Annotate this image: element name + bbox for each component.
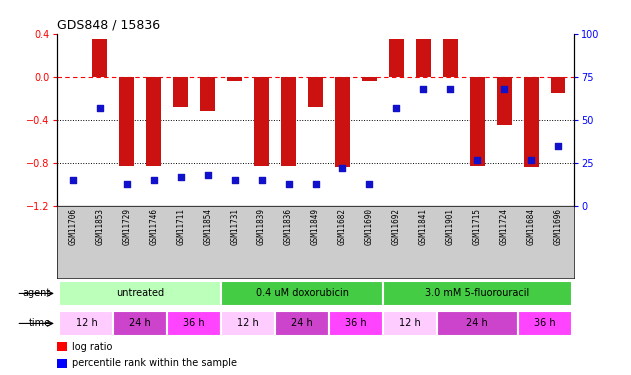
Text: GSM11854: GSM11854 xyxy=(203,209,212,245)
Bar xyxy=(329,311,383,336)
Text: untreated: untreated xyxy=(116,288,165,298)
Point xyxy=(122,181,132,187)
Bar xyxy=(437,311,517,336)
Text: GSM11729: GSM11729 xyxy=(122,209,131,245)
Bar xyxy=(57,358,67,368)
Point xyxy=(418,86,428,92)
Bar xyxy=(524,77,538,167)
Bar xyxy=(383,281,572,306)
Point xyxy=(553,143,563,149)
Point xyxy=(95,105,105,111)
Point xyxy=(445,86,456,92)
Bar xyxy=(57,342,67,351)
Text: 36 h: 36 h xyxy=(534,318,555,328)
Text: GSM11684: GSM11684 xyxy=(527,209,536,245)
Text: GSM11715: GSM11715 xyxy=(473,209,481,245)
Bar xyxy=(443,39,457,77)
Bar xyxy=(470,77,485,166)
Bar xyxy=(551,77,565,93)
Bar xyxy=(275,311,329,336)
Bar xyxy=(167,311,221,336)
Bar xyxy=(146,77,161,166)
Text: GSM11849: GSM11849 xyxy=(311,209,320,245)
Text: time: time xyxy=(28,318,50,328)
Bar xyxy=(389,39,404,77)
Point xyxy=(472,157,482,163)
Bar xyxy=(497,77,512,125)
Bar xyxy=(362,77,377,81)
Point xyxy=(310,181,321,187)
Bar xyxy=(517,311,572,336)
Bar xyxy=(174,77,188,107)
Bar xyxy=(221,281,383,306)
Text: 12 h: 12 h xyxy=(237,318,259,328)
Text: 0.4 uM doxorubicin: 0.4 uM doxorubicin xyxy=(256,288,348,298)
Text: agent: agent xyxy=(22,288,50,298)
Point xyxy=(526,157,536,163)
Text: GSM11690: GSM11690 xyxy=(365,209,374,245)
Text: 24 h: 24 h xyxy=(466,318,488,328)
Bar xyxy=(200,77,215,111)
Point xyxy=(283,181,293,187)
Point xyxy=(364,181,374,187)
Text: 12 h: 12 h xyxy=(399,318,421,328)
Text: percentile rank within the sample: percentile rank within the sample xyxy=(73,358,237,368)
Text: GSM11682: GSM11682 xyxy=(338,209,347,245)
Text: GSM11696: GSM11696 xyxy=(553,209,563,245)
Text: GSM11839: GSM11839 xyxy=(257,209,266,245)
Bar xyxy=(281,77,296,166)
Text: 24 h: 24 h xyxy=(129,318,151,328)
Text: GSM11836: GSM11836 xyxy=(284,209,293,245)
Bar xyxy=(221,311,275,336)
Bar xyxy=(227,77,242,81)
Point xyxy=(338,165,348,171)
Bar xyxy=(416,39,431,77)
Text: 36 h: 36 h xyxy=(345,318,367,328)
Text: GSM11711: GSM11711 xyxy=(176,209,186,245)
Text: log ratio: log ratio xyxy=(73,342,113,352)
Bar xyxy=(335,77,350,167)
Point xyxy=(68,177,78,183)
Point xyxy=(391,105,401,111)
Text: GSM11706: GSM11706 xyxy=(68,209,78,245)
Point xyxy=(203,172,213,178)
Bar xyxy=(308,77,323,107)
Bar xyxy=(59,311,114,336)
Text: GSM11853: GSM11853 xyxy=(95,209,104,245)
Text: GSM11724: GSM11724 xyxy=(500,209,509,245)
Point xyxy=(230,177,240,183)
Bar xyxy=(59,281,221,306)
Point xyxy=(149,177,159,183)
Bar xyxy=(93,39,107,77)
Point xyxy=(499,86,509,92)
Text: GSM11746: GSM11746 xyxy=(150,209,158,245)
Bar xyxy=(383,311,437,336)
Text: GDS848 / 15836: GDS848 / 15836 xyxy=(57,18,160,31)
Text: GSM11731: GSM11731 xyxy=(230,209,239,245)
Text: GSM11901: GSM11901 xyxy=(445,209,455,245)
Text: GSM11692: GSM11692 xyxy=(392,209,401,245)
Text: 3.0 mM 5-fluorouracil: 3.0 mM 5-fluorouracil xyxy=(425,288,529,298)
Point xyxy=(257,177,267,183)
Text: GSM11841: GSM11841 xyxy=(419,209,428,245)
Bar xyxy=(254,77,269,166)
Text: 12 h: 12 h xyxy=(76,318,97,328)
Bar xyxy=(119,77,134,166)
Text: 24 h: 24 h xyxy=(291,318,313,328)
Point xyxy=(175,174,186,180)
Bar xyxy=(114,311,167,336)
Text: 36 h: 36 h xyxy=(184,318,205,328)
